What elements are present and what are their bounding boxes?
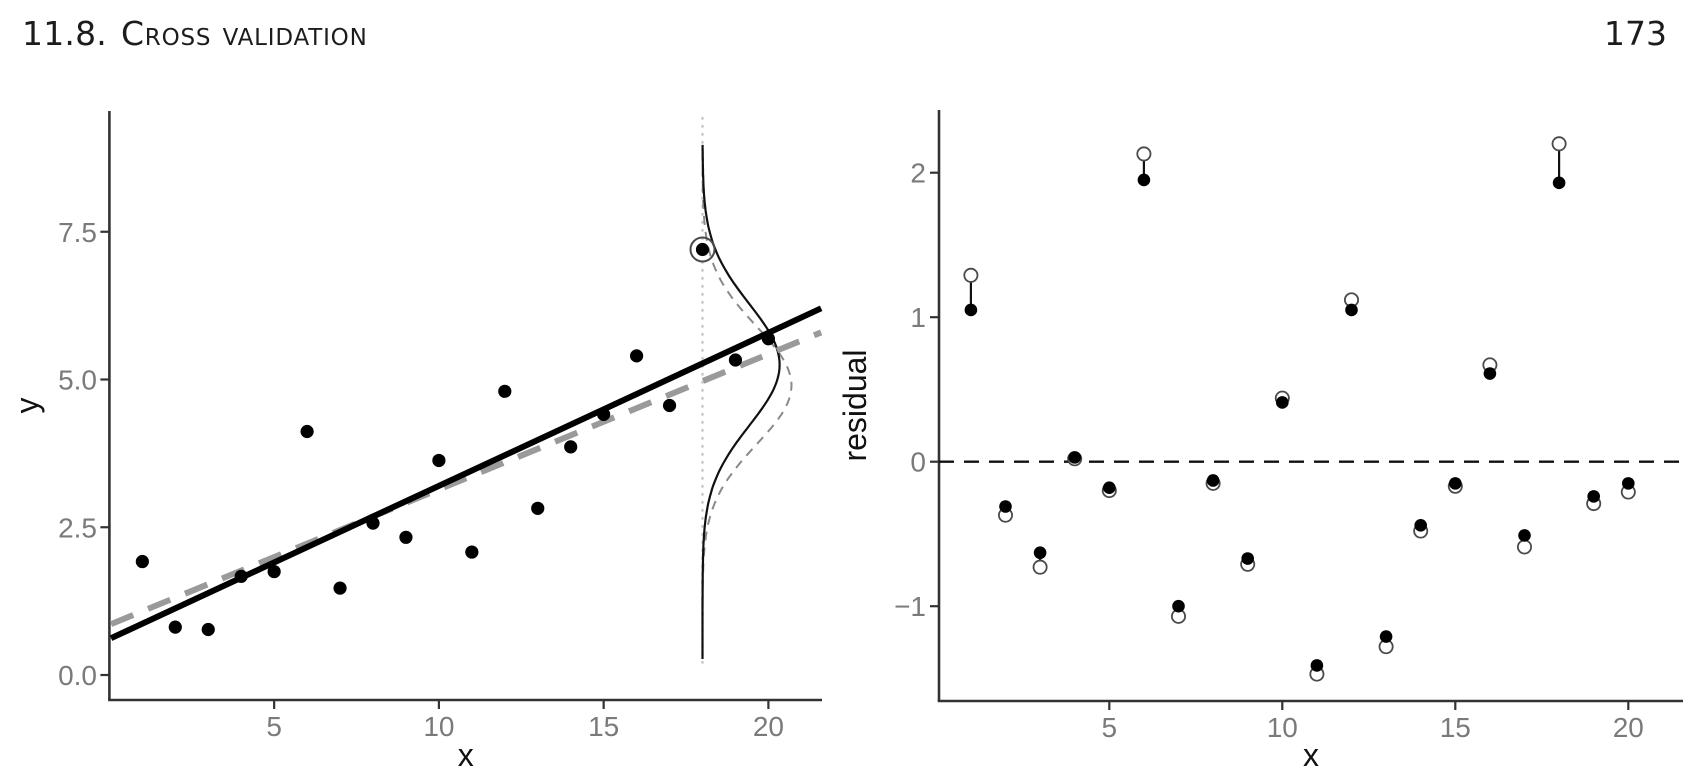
residual-filled-point — [1449, 477, 1462, 490]
section-title: Cross validation — [120, 14, 368, 53]
data-point — [564, 440, 578, 454]
y-tick-label: 5.0 — [58, 365, 97, 396]
x-tick-label: 15 — [588, 711, 619, 742]
x-tick-label: 10 — [423, 711, 454, 742]
residual-pair — [1240, 552, 1256, 572]
data-point — [135, 554, 149, 569]
loo-residual-open-point — [1136, 146, 1152, 162]
y-tick-label: −1 — [894, 591, 926, 622]
y-tick-label: 2 — [910, 158, 926, 189]
residual-filled-point — [964, 303, 978, 317]
data-point — [761, 332, 776, 346]
x-tick-label: 15 — [1440, 712, 1471, 743]
residual-pair — [1413, 518, 1429, 539]
residual-pair — [1517, 529, 1533, 555]
data-point — [168, 620, 182, 634]
x-tick-label: 20 — [753, 711, 784, 742]
residual-pair — [963, 267, 979, 317]
residual-pair — [1551, 136, 1567, 190]
residual-filled-point — [1068, 451, 1081, 464]
residual-pair — [1032, 546, 1048, 575]
x-tick-label: 5 — [1102, 712, 1118, 743]
data-point — [201, 622, 215, 637]
x-tick-label: 20 — [1613, 712, 1644, 743]
residual-filled-point — [1276, 396, 1289, 409]
section-number: 11.8. — [22, 14, 107, 53]
data-point — [662, 398, 677, 413]
residual-filled-point — [1345, 303, 1358, 317]
residual-filled-point — [1622, 477, 1635, 490]
residual-pair — [998, 500, 1014, 523]
residual-filled-point — [1310, 659, 1324, 672]
data-point — [531, 501, 545, 515]
right-y-axis-title: residual — [837, 349, 873, 461]
data-point — [300, 424, 314, 439]
data-point — [432, 453, 446, 468]
data-point — [728, 353, 743, 367]
left-plot: 5 10 15 20 0.0 2.5 5.0 7.5 x y — [9, 111, 823, 773]
data-point — [267, 564, 281, 579]
loo-predictive-density-dashed — [701, 152, 793, 656]
section-heading: 11.8. Cross validation — [22, 14, 368, 53]
residual-filled-point — [1379, 630, 1393, 643]
residual-filled-point — [1552, 176, 1566, 190]
residual-pair — [1344, 292, 1360, 317]
residual-pair — [1067, 451, 1083, 467]
residual-filled-point — [1587, 490, 1600, 503]
loo-residual-open-point — [1032, 559, 1048, 575]
loo-residual-open-point — [1551, 136, 1567, 152]
data-point — [399, 530, 413, 544]
residual-pair — [1101, 481, 1117, 499]
data-point — [366, 516, 380, 530]
residual-filled-point — [1103, 481, 1116, 495]
residual-pair — [1205, 474, 1221, 491]
page-number: 173 — [1604, 14, 1667, 53]
y-tick-label: 0.0 — [58, 660, 97, 691]
residual-filled-point — [1414, 518, 1427, 532]
left-y-axis-title: y — [9, 398, 45, 414]
residual-pair — [1378, 630, 1394, 655]
loo-residual-open-point — [1517, 539, 1533, 555]
right-x-axis-title: x — [1303, 737, 1319, 773]
loo-residual-open-point — [963, 267, 979, 283]
data-point — [333, 581, 347, 595]
left-x-axis-title: x — [458, 737, 474, 773]
data-point — [695, 242, 710, 257]
residual-pair — [1274, 390, 1290, 409]
residual-filled-point — [1206, 474, 1220, 487]
residual-pair — [1309, 659, 1325, 682]
data-point — [465, 545, 479, 559]
fit-line-loo-dashed — [109, 329, 823, 627]
residual-filled-point — [1241, 552, 1254, 565]
data-point — [234, 569, 248, 583]
data-point — [630, 349, 644, 363]
residual-pair — [1171, 599, 1187, 624]
y-tick-label: 2.5 — [58, 512, 97, 543]
residual-filled-point — [1033, 546, 1047, 560]
residual-pair — [1586, 490, 1602, 512]
residual-filled-point — [999, 500, 1012, 513]
y-tick-label: 1 — [910, 302, 926, 333]
residual-pair — [1447, 477, 1463, 494]
holdout-point-ring — [689, 236, 716, 263]
data-point — [498, 384, 512, 398]
residual-pair — [1136, 146, 1152, 187]
residual-pair — [1620, 477, 1636, 500]
x-tick-label: 10 — [1267, 712, 1298, 743]
residual-filled-point — [1483, 367, 1497, 380]
residual-filled-point — [1172, 599, 1185, 613]
residual-filled-point — [1518, 529, 1531, 542]
residual-pair — [1482, 357, 1498, 380]
x-tick-label: 5 — [266, 711, 282, 742]
full-predictive-density-solid — [701, 144, 781, 659]
residual-filled-point — [1137, 173, 1151, 187]
data-point — [597, 407, 611, 421]
y-tick-label: 7.5 — [58, 217, 97, 248]
y-tick-label: 0 — [910, 447, 926, 478]
running-header: 11.8. Cross validation 173 — [22, 14, 1667, 53]
fit-line-full-solid — [109, 305, 823, 641]
